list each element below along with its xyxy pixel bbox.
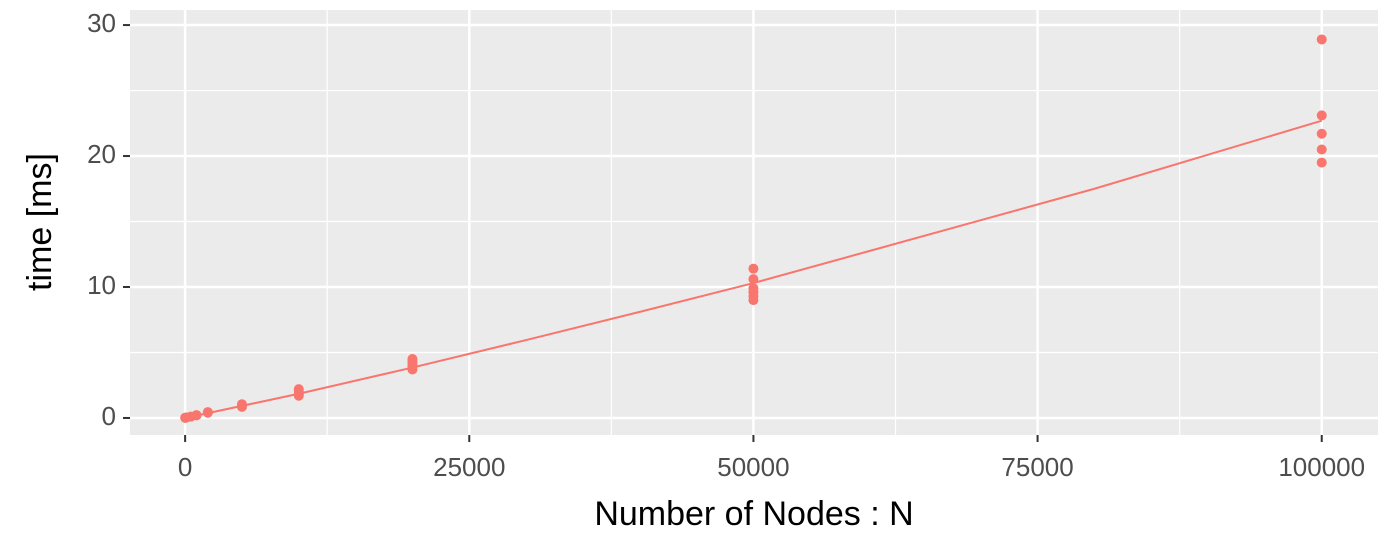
point [293,384,304,395]
y-tick-label: 30 [87,8,116,38]
point [202,407,213,418]
point [1316,144,1327,155]
point [191,410,202,421]
y-tick-label: 10 [87,270,116,300]
y-axis-title: time [ms] [21,153,59,291]
x-tick-label: 50000 [717,452,789,482]
x-tick-label: 25000 [433,452,505,482]
point [1316,128,1327,139]
x-tick-label: 0 [178,452,192,482]
point [1316,110,1327,121]
point [407,354,418,365]
point [236,399,247,410]
y-tick-label: 0 [102,401,116,431]
x-axis-title: Number of Nodes : N [594,495,913,533]
y-tick-label: 20 [87,139,116,169]
point [748,263,759,274]
point [1316,34,1327,45]
x-tick-label: 100000 [1278,452,1365,482]
point [1316,157,1327,168]
x-tick-label: 75000 [1001,452,1073,482]
point [748,283,759,294]
point [748,274,759,285]
